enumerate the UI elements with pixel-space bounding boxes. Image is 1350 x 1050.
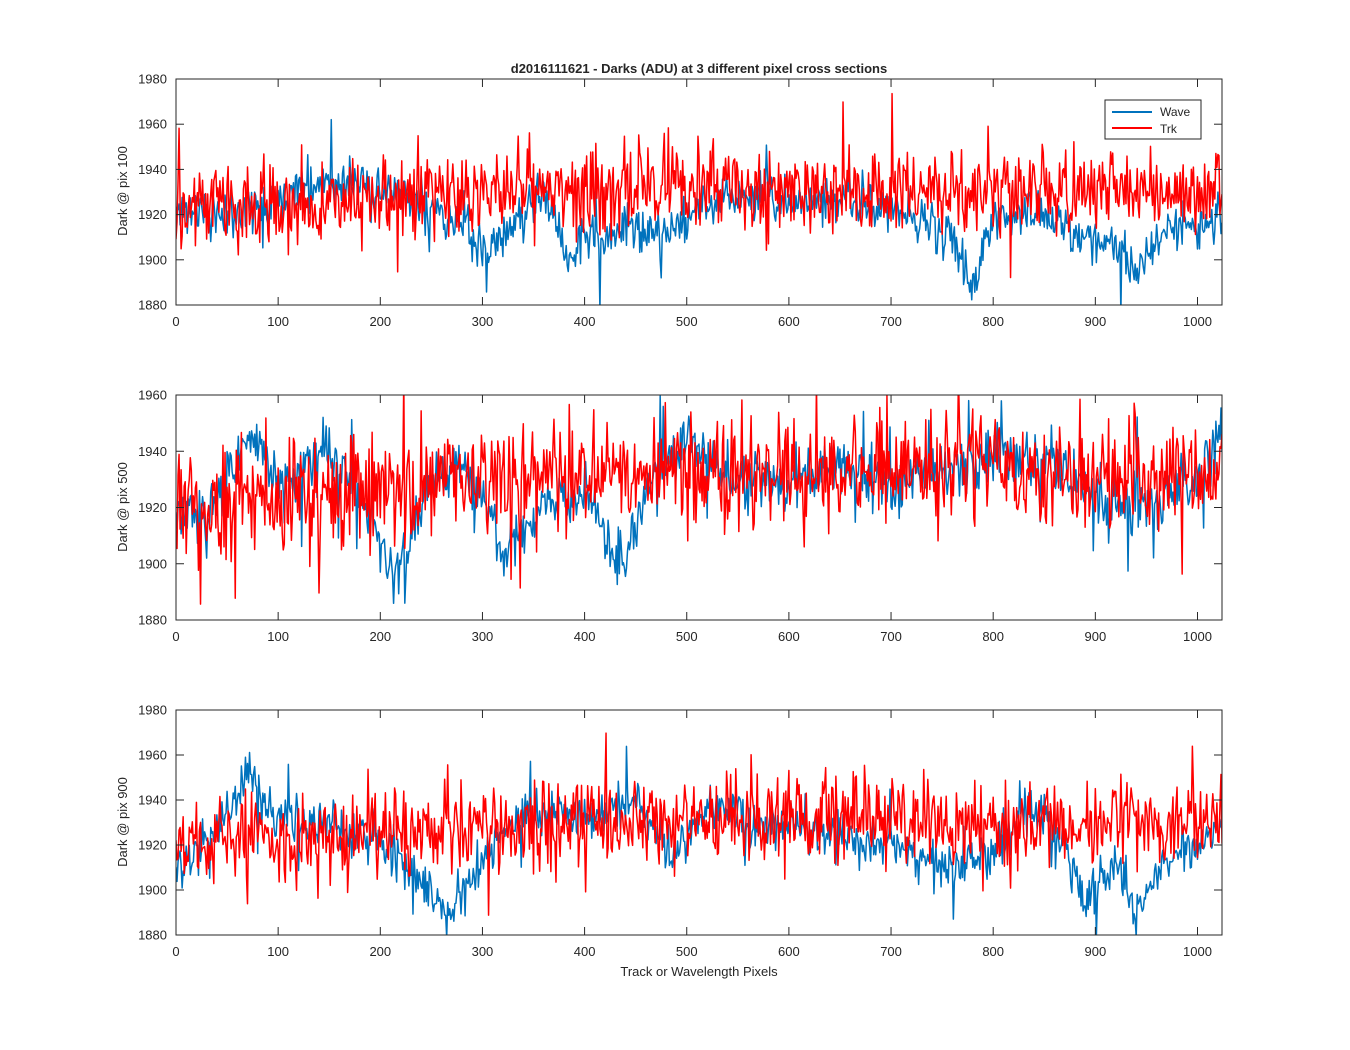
- p1-xtick-label: 300: [472, 629, 494, 644]
- p1-xtick-label: 500: [676, 629, 698, 644]
- p0-xtick-label: 600: [778, 314, 800, 329]
- panel-pix-500: Dark @ pix 500 0 100 200 300 400 500 600 700 800…: [115, 388, 1223, 644]
- ylabel-pix-100: Dark @ pix 100: [115, 146, 130, 236]
- p0-xtick-label: 100: [267, 314, 289, 329]
- p0-xtick-label: 200: [369, 314, 391, 329]
- p2-xtick-label: 600: [778, 944, 800, 959]
- p0-xtick-label: 800: [982, 314, 1004, 329]
- p0-xtick-label: 0: [172, 314, 179, 329]
- p2-ytick-label: 1960: [138, 748, 167, 763]
- p0-xtick-label: 1000: [1183, 314, 1212, 329]
- p2-xtick-label: 0: [172, 944, 179, 959]
- p0-ytick-label: 1980: [138, 72, 167, 87]
- p0-ytick-label: 1880: [138, 298, 167, 313]
- panel-pix-100: Dark @ pix 100 0 100 200 300 400 500 600 700 800…: [115, 72, 1223, 329]
- p2-series-trk-line: [176, 732, 1222, 916]
- p2-xtick-label: 800: [982, 944, 1004, 959]
- p0-xtick-label: 300: [472, 314, 494, 329]
- p2-xtick-label: 300: [472, 944, 494, 959]
- p0-ytick-label: 1960: [138, 117, 167, 132]
- figure-title: d2016111621 - Darks (ADU) at 3 different…: [511, 61, 887, 76]
- p1-xtick-label: 600: [778, 629, 800, 644]
- p2-axes-box: [175, 709, 1223, 936]
- ylabel-pix-900: Dark @ pix 900: [115, 777, 130, 867]
- p0-xtick-label: 700: [880, 314, 902, 329]
- ylabel-pix-500: Dark @ pix 500: [115, 462, 130, 552]
- p1-ytick-label: 1900: [138, 556, 167, 571]
- p0-xtick-label: 400: [574, 314, 596, 329]
- p0-axes-box: [175, 78, 1223, 306]
- panel-pix-900: Dark @ pix 900 0 100 200 300 400 500 600 700 800…: [115, 703, 1223, 959]
- p1-xtick-label: 100: [267, 629, 289, 644]
- p1-series-trk-line: [176, 395, 1222, 605]
- x-axis-label: Track or Wavelength Pixels: [620, 964, 778, 979]
- p2-xtick-label: 700: [880, 944, 902, 959]
- p1-xtick-label: 200: [369, 629, 391, 644]
- p2-xtick-label: 100: [267, 944, 289, 959]
- p2-ytick-label: 1900: [138, 883, 167, 898]
- p2-xtick-label: 900: [1084, 944, 1106, 959]
- p2-xtick-label: 200: [369, 944, 391, 959]
- p1-xtick-label: 800: [982, 629, 1004, 644]
- legend-box: [1104, 99, 1202, 140]
- legend-wave-label: Wave: [1160, 105, 1191, 119]
- p0-xtick-label: 500: [676, 314, 698, 329]
- p2-ytick-label: 1920: [138, 838, 167, 853]
- p2-xtick-label: 400: [574, 944, 596, 959]
- p0-xtick-label: 900: [1084, 314, 1106, 329]
- p1-xtick-label: 700: [880, 629, 902, 644]
- p2-xtick-label: 500: [676, 944, 698, 959]
- p2-ytick-label: 1940: [138, 793, 167, 808]
- p1-ytick-label: 1920: [138, 500, 167, 515]
- p2-xtick-label: 1000: [1183, 944, 1212, 959]
- p1-xtick-label: 400: [574, 629, 596, 644]
- p1-ytick-label: 1960: [138, 388, 167, 403]
- legend-trk-label: Trk: [1160, 122, 1178, 136]
- p2-ytick-label: 1980: [138, 703, 167, 718]
- p0-ytick-label: 1900: [138, 252, 167, 267]
- p0-series-trk-line: [176, 92, 1222, 279]
- p1-ytick-label: 1940: [138, 444, 167, 459]
- p2-ytick-label: 1880: [138, 928, 167, 943]
- p1-ytick-label: 1880: [138, 613, 167, 628]
- legend: Wave Trk: [1104, 99, 1202, 140]
- p0-ytick-label: 1920: [138, 207, 167, 222]
- p1-xtick-label: 900: [1084, 629, 1106, 644]
- p0-ytick-label: 1940: [138, 162, 167, 177]
- p1-xtick-label: 0: [172, 629, 179, 644]
- p1-xtick-label: 1000: [1183, 629, 1212, 644]
